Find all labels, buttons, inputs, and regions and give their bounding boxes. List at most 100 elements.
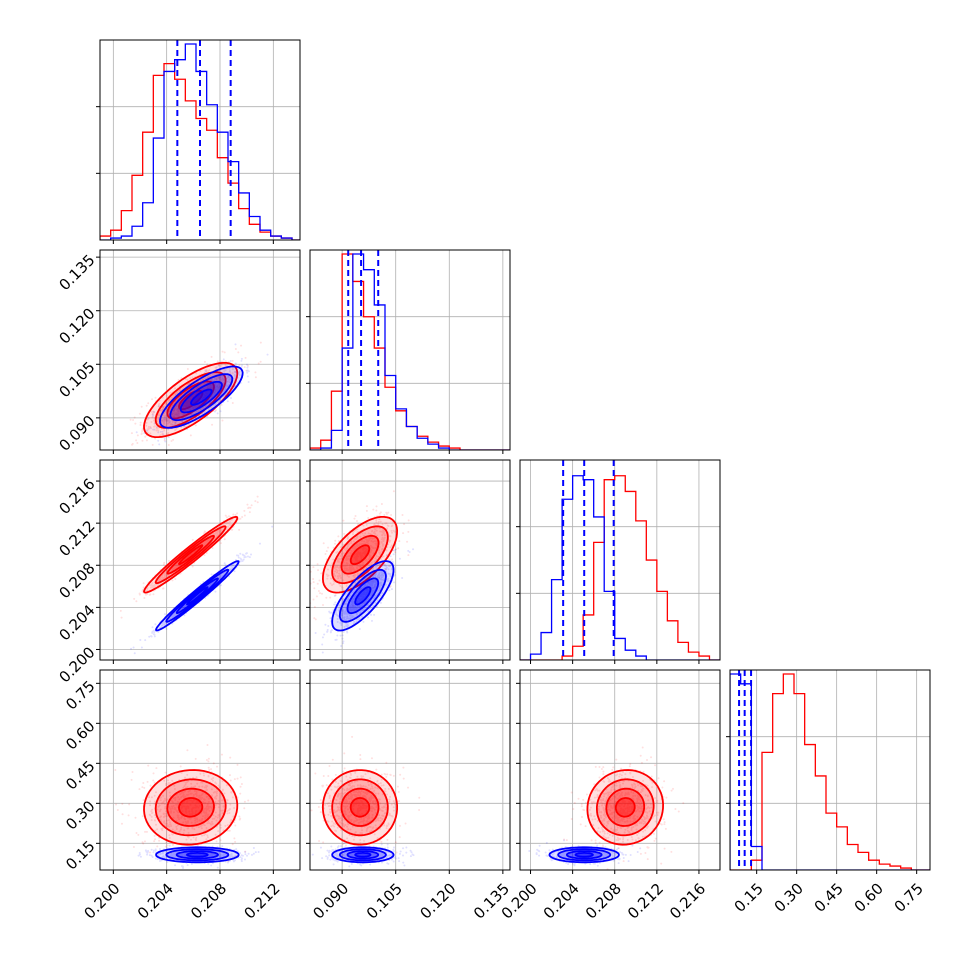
contour-line-a [159, 365, 244, 429]
scatter-point [320, 572, 323, 575]
scatter-point [206, 387, 209, 390]
scatter-point [366, 548, 369, 551]
scatter-point [378, 518, 381, 521]
scatter-point [243, 509, 246, 512]
scatter-point [351, 606, 354, 609]
scatter-point [153, 428, 156, 431]
scatter-point [351, 598, 354, 601]
scatter-point [333, 603, 336, 606]
scatter-point [381, 536, 384, 539]
scatter-point [338, 572, 341, 575]
scatter-point [357, 551, 360, 554]
scatter-point [192, 406, 195, 409]
scatter-point [218, 376, 221, 379]
scatter-point [120, 822, 123, 825]
scatter-point [191, 565, 194, 568]
scatter-point [384, 522, 387, 525]
scatter-point [175, 566, 178, 569]
scatter-point [329, 596, 332, 599]
scatter-point [366, 588, 369, 591]
scatter-point [336, 559, 339, 562]
scatter-point [217, 388, 220, 391]
scatter-point [203, 394, 206, 397]
scatter-point [121, 813, 124, 816]
contour-line-a [175, 577, 219, 615]
scatter-point [351, 533, 354, 536]
scatter-point [152, 586, 155, 589]
scatter-point [401, 514, 404, 517]
scatter-point [353, 576, 356, 579]
scatter-point [378, 549, 381, 552]
scatter-point [180, 377, 183, 380]
scatter-point [166, 844, 169, 847]
scatter-point [321, 643, 324, 646]
scatter-point [141, 590, 144, 593]
scatter-point [352, 574, 355, 577]
scatter-point [164, 622, 167, 625]
scatter-point [144, 593, 147, 596]
scatter-point [174, 565, 177, 568]
scatter-point [379, 520, 382, 523]
scatter-point [393, 581, 396, 584]
scatter-point [219, 839, 222, 842]
scatter-point [379, 551, 382, 554]
scatter-point [208, 391, 211, 394]
scatter-point [346, 623, 349, 626]
scatter-point [163, 419, 166, 422]
scatter-point [354, 557, 357, 560]
scatter-point [195, 405, 198, 408]
scatter-point [382, 538, 385, 541]
scatter-point [222, 378, 225, 381]
scatter-point [186, 401, 189, 404]
scatter-point [147, 425, 150, 428]
scatter-point [219, 576, 222, 579]
scatter-point [166, 432, 169, 435]
scatter-point [354, 573, 357, 576]
density-fill-a [160, 366, 243, 428]
scatter-point [353, 545, 356, 548]
density-fill-b [155, 372, 226, 428]
scatter-point [167, 417, 170, 420]
scatter-point [337, 540, 340, 543]
scatter-point [194, 405, 197, 408]
scatter-point [211, 423, 214, 426]
scatter-point [352, 604, 355, 607]
scatter-point [217, 388, 220, 391]
scatter-point [146, 780, 149, 783]
scatter-point [203, 393, 206, 396]
scatter-point [259, 341, 262, 344]
scatter-point [161, 576, 164, 579]
scatter-point [161, 409, 164, 412]
y-tick-label: 0.090 [55, 412, 98, 455]
scatter-point [352, 590, 355, 593]
scatter-point [151, 631, 154, 634]
scatter-point [152, 586, 155, 589]
scatter-point [357, 573, 360, 576]
scatter-point [359, 611, 362, 614]
scatter-point [173, 414, 176, 417]
scatter-point [375, 543, 378, 546]
scatter-point [407, 554, 410, 557]
scatter-point [204, 377, 207, 380]
scatter-point [365, 541, 368, 544]
scatter-point [345, 564, 348, 567]
scatter-point [349, 605, 352, 608]
scatter-point [163, 419, 166, 422]
scatter-point [133, 416, 136, 419]
scatter-point [161, 622, 164, 625]
scatter-point [130, 432, 133, 435]
scatter-point [155, 426, 158, 429]
scatter-point [185, 405, 188, 408]
scatter-point [342, 611, 345, 614]
scatter-point [158, 579, 161, 582]
contour-line-a [165, 568, 230, 623]
scatter-point [171, 579, 174, 582]
contour-line-a [169, 373, 234, 422]
scatter-point [229, 360, 232, 363]
scatter-point [345, 557, 348, 560]
hist-series-b [100, 62, 300, 240]
scatter-point [171, 615, 174, 618]
scatter-point [343, 567, 346, 570]
scatter-point [232, 513, 235, 516]
scatter-point [369, 584, 372, 587]
